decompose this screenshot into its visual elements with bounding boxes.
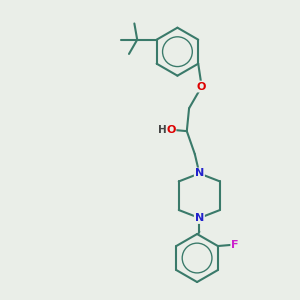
Text: O: O <box>197 82 206 92</box>
Text: N: N <box>195 168 204 178</box>
Text: H: H <box>158 125 167 135</box>
Text: N: N <box>195 213 204 223</box>
Text: O: O <box>166 125 176 135</box>
Text: F: F <box>231 240 239 250</box>
